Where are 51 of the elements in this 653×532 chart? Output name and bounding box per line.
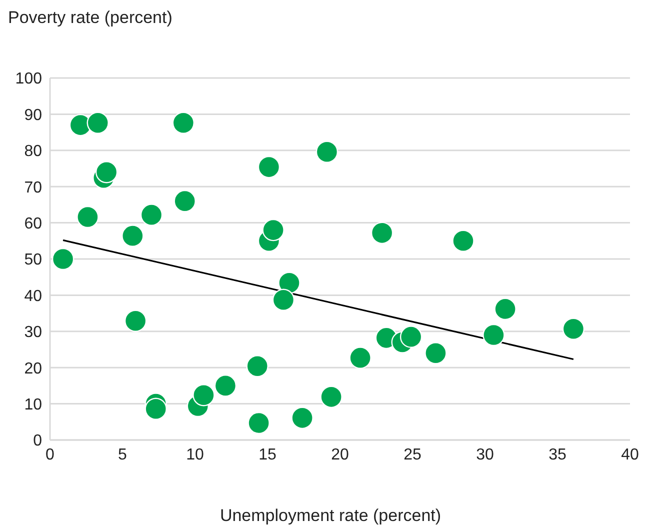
point (248, 412, 270, 434)
point (494, 298, 516, 320)
x-tick-label: 5 (118, 446, 128, 464)
y-tick-label: 60 (24, 215, 42, 232)
point (320, 386, 342, 408)
y-tick-label: 10 (24, 396, 42, 414)
point (370, 222, 394, 244)
x-tick-label: 20 (331, 446, 349, 464)
x-tick-label: 15 (258, 446, 276, 464)
point (76, 206, 99, 228)
y-tick-label: 90 (24, 106, 42, 124)
point (278, 272, 300, 294)
y-tick-label: 100 (15, 70, 42, 88)
point (172, 112, 194, 134)
point (272, 288, 295, 312)
point (95, 161, 118, 184)
y-tick-label: 50 (24, 252, 42, 269)
point (144, 398, 167, 420)
y-tick-label: 80 (24, 143, 42, 160)
point (246, 355, 268, 378)
point (52, 248, 74, 270)
point (214, 374, 237, 397)
y-tick-label: 40 (24, 288, 42, 305)
point (452, 230, 474, 252)
x-tick-label: 25 (404, 446, 422, 464)
point (316, 140, 338, 163)
x-tick-label: 35 (548, 446, 566, 464)
y-tick-label: 20 (24, 360, 42, 378)
point (291, 406, 314, 430)
y-tick-label: 30 (24, 324, 42, 342)
point (122, 224, 144, 247)
x-axis-title: Unemployment rate (percent) (218, 505, 442, 526)
point (174, 190, 196, 212)
x-tick-label: 30 (476, 446, 494, 464)
y-tick-label: 0 (33, 432, 42, 450)
point (562, 318, 585, 340)
x-tick-label: 10 (186, 446, 204, 464)
point (349, 346, 372, 369)
point (140, 204, 163, 226)
point (86, 112, 109, 134)
point (482, 324, 505, 346)
point (262, 218, 284, 242)
point (192, 384, 215, 406)
x-tick-label: 0 (46, 446, 55, 464)
point (258, 156, 280, 178)
point (400, 326, 422, 348)
y-tick-label: 70 (24, 179, 42, 196)
point (124, 310, 147, 332)
y-axis-title: Poverty rate (percent) (8, 8, 174, 29)
point (424, 342, 447, 364)
x-tick-label: 40 (621, 446, 639, 464)
